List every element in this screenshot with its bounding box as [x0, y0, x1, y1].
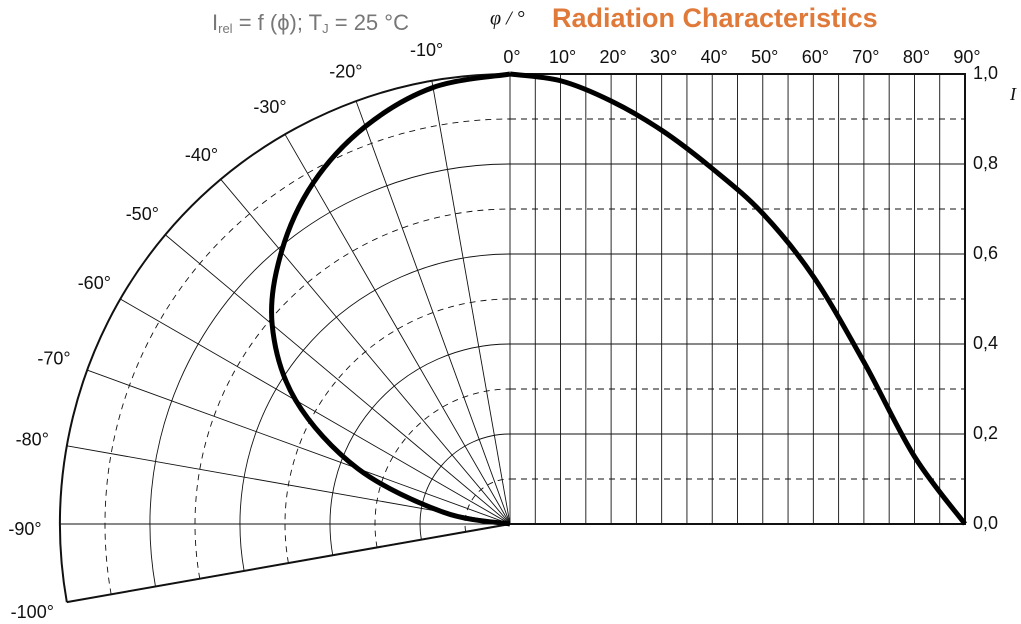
polar-tick-label: -10°	[410, 40, 443, 60]
x-tick-label: 30°	[650, 47, 677, 67]
subtitle-part: = f (ϕ); T	[233, 10, 323, 35]
x-tick-label: 90°	[953, 47, 980, 67]
curve	[509, 71, 968, 526]
polar-tick-label: -70°	[37, 349, 70, 369]
polar-grid-line	[431, 80, 511, 525]
chart-title: Radiation Characteristics	[552, 3, 878, 33]
polar-grid-line	[355, 100, 511, 525]
polar-grid-line	[164, 234, 511, 525]
polar-grid-arc	[284, 298, 511, 564]
x-tick-label: 0°	[503, 47, 520, 67]
x-tick-label: 80°	[903, 47, 930, 67]
subtitle-part: rel	[218, 21, 233, 36]
polar-tick-label: -100°	[11, 602, 54, 622]
x-tick-label: 10°	[549, 47, 576, 67]
polar-grid-line	[220, 178, 511, 525]
polar-tick-label: -30°	[253, 97, 286, 117]
y-tick-label: 0,8	[973, 153, 998, 173]
subtitle-part: = 25 °C	[329, 10, 409, 35]
polar-grid-arc	[374, 388, 511, 548]
x-tick-label: 60°	[802, 47, 829, 67]
polar-tick-label: -20°	[329, 62, 362, 82]
polar-grid-line	[66, 523, 511, 604]
y-tick-label: 0,6	[973, 243, 998, 263]
polar-tick-label: -80°	[16, 429, 49, 449]
polar-grid-line	[284, 134, 511, 525]
x-tick-label: 20°	[599, 47, 626, 67]
polar-tick-label: -50°	[126, 204, 159, 224]
subtitle-part: J	[322, 21, 329, 36]
polar-grid-arc	[194, 208, 511, 579]
polar-grid-line	[120, 298, 511, 525]
y-tick-label: 0,4	[973, 333, 998, 353]
y-tick-label: 0,0	[973, 513, 998, 533]
polar-tick-label: -90°	[8, 519, 41, 539]
y-tick-label: 1,0	[973, 63, 998, 83]
x-axis-label: φ / °	[490, 8, 525, 30]
chart-subtitle: Irel = f (ϕ); TJ = 25 °C	[212, 10, 409, 37]
y-tick-label: 0,2	[973, 423, 998, 443]
x-tick-label: 50°	[751, 47, 778, 67]
y-axis-label: I	[1009, 84, 1017, 104]
polar-grid-arc	[464, 478, 511, 532]
polar-tick-label: -60°	[78, 273, 111, 293]
x-tick-label: 70°	[852, 47, 879, 67]
frame	[510, 73, 966, 525]
polar-curve	[269, 71, 511, 527]
polar-grid-line	[86, 369, 511, 525]
x-tick-label: 40°	[701, 47, 728, 67]
subtitle-part: I	[212, 10, 218, 35]
polar-tick-label: -40°	[185, 145, 218, 165]
